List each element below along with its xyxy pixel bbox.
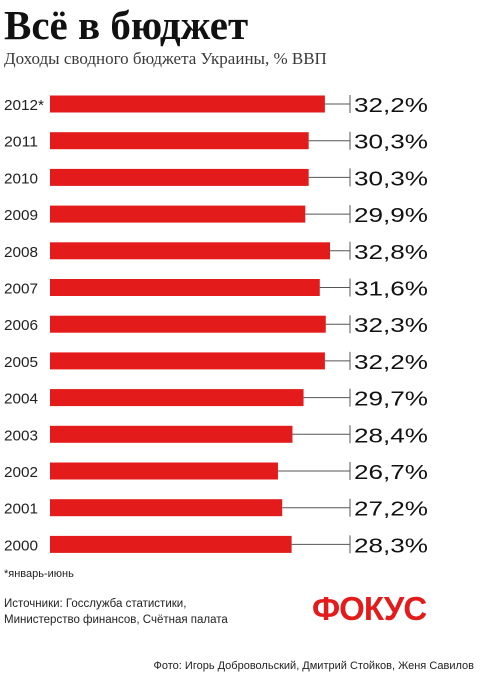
value-label: 30,3% [354,168,428,190]
bar [50,352,325,370]
bar [50,315,326,333]
bar [50,205,306,223]
value-label: 27,2% [354,499,428,521]
bar [50,242,331,260]
value-label: 30,3% [354,132,428,154]
value-label: 26,7% [354,462,428,484]
bar [50,499,283,517]
bar-chart: 2012* 32,2% 2011 30,3% 2010 30,3% 2009 29,9% 200… [4,95,428,557]
bar [50,132,309,150]
value-label: 28,3% [354,535,428,557]
fokus-logo: ФОКУС [312,590,427,627]
category-label: 2002 [4,464,38,481]
category-label: 2010 [4,170,38,187]
category-label: 2012* [4,97,44,114]
photo-credit: Фото: Игорь Добровольский, Дмитрий Стойк… [153,660,474,672]
bar [50,425,293,443]
value-label: 32,2% [354,352,428,374]
bar [50,279,320,296]
value-label: 29,7% [354,389,428,411]
value-label: 31,6% [354,279,428,301]
footnote: *январь-июнь [4,568,74,580]
category-label: 2011 [4,134,38,151]
value-label: 29,9% [354,205,428,227]
bar [50,168,309,186]
value-label: 28,4% [354,425,428,447]
category-label: 2008 [4,244,38,261]
category-label: 2009 [4,207,38,224]
value-label: 32,3% [354,315,428,337]
chart-subtitle: Доходы сводного бюджета Украины, % ВВП [4,49,327,68]
bar [50,95,325,113]
value-label: 32,2% [354,95,428,117]
bar [50,535,292,553]
category-label: 2000 [4,537,38,554]
category-label: 2006 [4,317,38,334]
bar [50,389,304,407]
value-label: 32,8% [354,242,428,264]
chart-title: Всё в бюджет [4,2,249,48]
category-label: 2004 [4,391,38,408]
sources: Источники: Госслужба статистики, Министе… [4,596,228,628]
sources-line-2: Министерство финансов, Счётная палата [4,614,228,626]
category-label: 2001 [4,501,38,518]
category-label: 2005 [4,354,38,371]
bar [50,462,278,480]
sources-line-1: Источники: Госслужба статистики, [4,598,187,610]
category-label: 2007 [4,281,38,298]
category-label: 2003 [4,427,38,444]
